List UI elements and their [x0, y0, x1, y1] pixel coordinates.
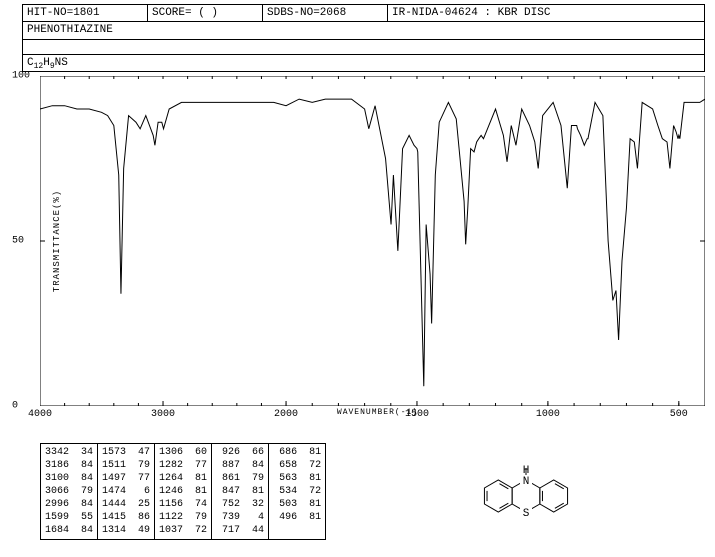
x-tick: 1500 [405, 409, 429, 420]
peak-row: 686 81 [273, 446, 321, 459]
score: SCORE= ( ) [148, 5, 263, 21]
peak-row: 1511 79 [102, 459, 150, 472]
peak-row: 847 81 [216, 485, 264, 498]
x-tick: 2000 [274, 409, 298, 420]
peak-row: 2996 84 [45, 498, 93, 511]
compound-name: PHENOTHIAZINE [22, 22, 705, 40]
svg-text:N: N [522, 476, 529, 488]
peak-row: 739 4 [216, 511, 264, 524]
peak-row: 1264 81 [159, 472, 207, 485]
formula: C12H9NS [22, 54, 705, 72]
x-tick: 500 [670, 409, 688, 420]
peak-row: 1415 86 [102, 511, 150, 524]
y-axis-label: TRANSMITTANCE(%) [52, 190, 62, 292]
peak-column: 1573 471511 791497 771474 61444 251415 8… [98, 444, 155, 539]
peak-row: 1306 60 [159, 446, 207, 459]
peak-column: 926 66 887 84 861 79 847 81 752 32 739 4… [212, 444, 269, 539]
peak-row: 717 44 [216, 524, 264, 537]
svg-text:S: S [522, 508, 529, 520]
ir-id: IR-NIDA-04624 : KBR DISC [388, 5, 704, 21]
peak-row: 1037 72 [159, 524, 207, 537]
spacer [22, 40, 705, 54]
peak-row: 887 84 [216, 459, 264, 472]
peak-row: 496 81 [273, 511, 321, 524]
peak-row: 563 81 [273, 472, 321, 485]
peak-row: 1246 81 [159, 485, 207, 498]
x-tick: 4000 [28, 409, 52, 420]
ir-spectrum-chart: TRANSMITTANCE(%) 100 50 0 40003000200015… [40, 76, 705, 406]
peak-row: 3066 79 [45, 485, 93, 498]
header-row: HIT-NO=1801 SCORE= ( ) SDBS-NO=2068 IR-N… [22, 4, 705, 22]
peak-row: 1444 25 [102, 498, 150, 511]
sdbs-no: SDBS-NO=2068 [263, 5, 388, 21]
peak-row: 658 72 [273, 459, 321, 472]
peak-row: 503 81 [273, 498, 321, 511]
peak-row: 1122 79 [159, 511, 207, 524]
peak-table: 3342 343186 843100 843066 792996 841599 … [40, 443, 326, 540]
molecular-structure: NHS [346, 443, 705, 540]
peak-row: 1314 49 [102, 524, 150, 537]
peak-row: 1156 74 [159, 498, 207, 511]
peak-row: 926 66 [216, 446, 264, 459]
peak-row: 3342 34 [45, 446, 93, 459]
peak-row: 1599 55 [45, 511, 93, 524]
y-tick-0: 0 [12, 401, 18, 412]
peak-row: 1474 6 [102, 485, 150, 498]
peak-row: 1282 77 [159, 459, 207, 472]
peak-column: 686 81 658 72 563 81 534 72 503 81 496 8… [269, 444, 325, 539]
peak-column: 1306 601282 771264 811246 811156 741122 … [155, 444, 212, 539]
y-tick-50: 50 [12, 236, 24, 247]
hit-no: HIT-NO=1801 [23, 5, 148, 21]
spectrum-svg [40, 76, 705, 406]
peak-row: 3186 84 [45, 459, 93, 472]
peak-row: 3100 84 [45, 472, 93, 485]
peak-row: 861 79 [216, 472, 264, 485]
x-tick: 1000 [536, 409, 560, 420]
peak-row: 1684 84 [45, 524, 93, 537]
peak-row: 752 32 [216, 498, 264, 511]
peak-column: 3342 343186 843100 843066 792996 841599 … [41, 444, 98, 539]
peak-row: 1573 47 [102, 446, 150, 459]
bottom-section: 3342 343186 843100 843066 792996 841599 … [40, 443, 705, 540]
peak-row: 534 72 [273, 485, 321, 498]
x-tick: 3000 [151, 409, 175, 420]
y-tick-100: 100 [12, 71, 30, 82]
peak-row: 1497 77 [102, 472, 150, 485]
